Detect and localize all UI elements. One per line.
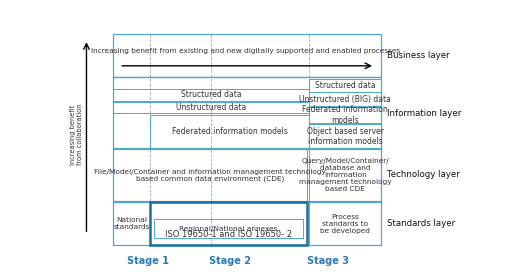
Text: ISO 19650-1 and ISO 19650- 2: ISO 19650-1 and ISO 19650- 2 <box>165 230 292 239</box>
Text: Unstructured data: Unstructured data <box>176 103 247 112</box>
Text: Unstructured (BIG) data: Unstructured (BIG) data <box>299 95 391 104</box>
Text: Regional/National annexes: Regional/National annexes <box>180 226 278 232</box>
Text: Object based server
information models: Object based server information models <box>307 126 384 146</box>
Text: Increasing benefit from existing and new digitally supported and enabled process: Increasing benefit from existing and new… <box>91 48 401 54</box>
Text: National
standards: National standards <box>114 217 149 230</box>
Text: Standards layer: Standards layer <box>387 219 455 228</box>
Text: Structured data: Structured data <box>181 90 242 100</box>
Text: Information layer: Information layer <box>387 109 461 117</box>
Text: Query/Model/Container/
database and
information
management technology
based CDE: Query/Model/Container/ database and info… <box>299 158 392 192</box>
Text: Technology layer: Technology layer <box>387 170 460 179</box>
Text: Stage 1: Stage 1 <box>127 256 169 266</box>
Text: Business layer: Business layer <box>387 51 450 60</box>
Text: Stage 2: Stage 2 <box>209 256 251 266</box>
Text: Structured data: Structured data <box>315 81 375 90</box>
Text: Stage 3: Stage 3 <box>307 256 349 266</box>
Text: Increasing benefit
from collaboration: Increasing benefit from collaboration <box>70 104 83 165</box>
Text: Process
standards to
be developed: Process standards to be developed <box>320 214 370 233</box>
Text: Federated information
models: Federated information models <box>303 105 388 125</box>
Text: Federated information models: Federated information models <box>172 127 288 136</box>
Text: File/Model/Container and information management technology
based common data env: File/Model/Container and information man… <box>95 169 326 182</box>
